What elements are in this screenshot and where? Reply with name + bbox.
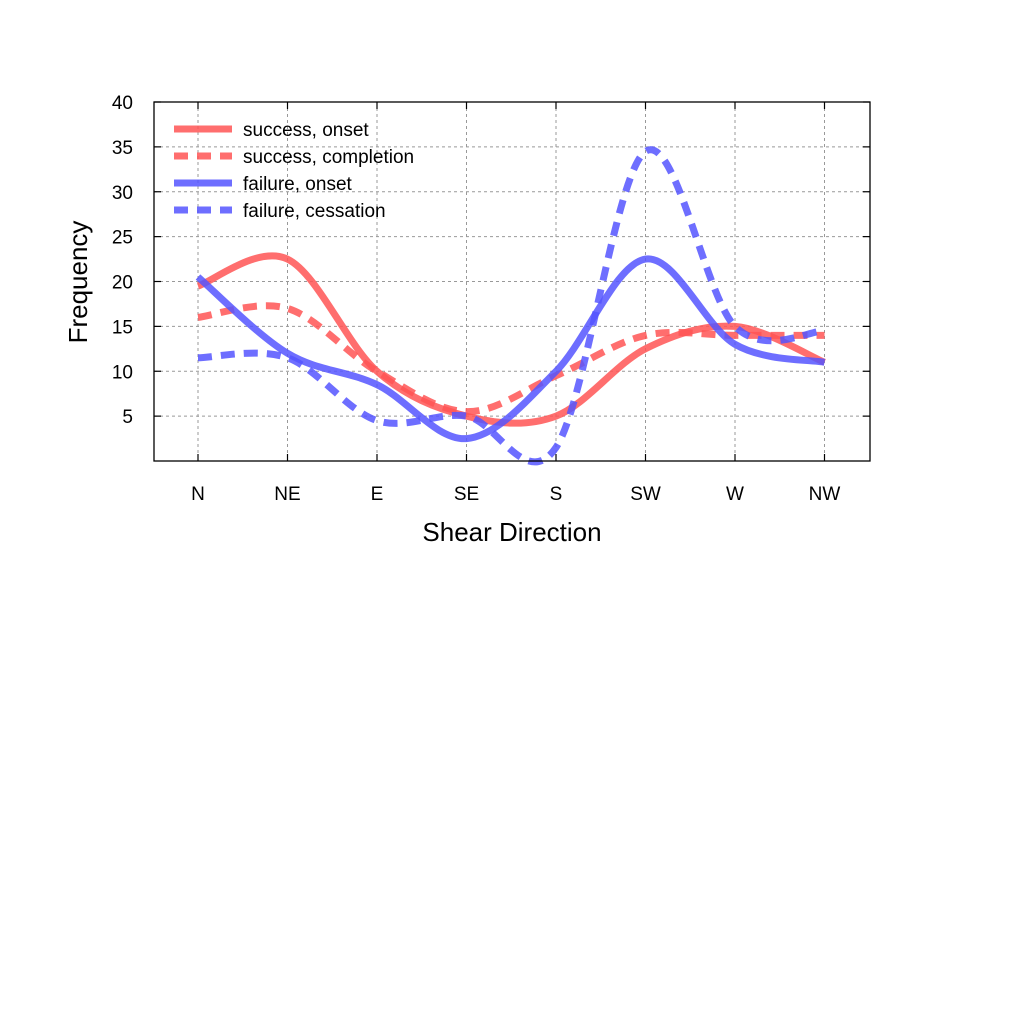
- x-tick-label: NW: [809, 484, 841, 505]
- x-tick-label: NE: [274, 484, 300, 505]
- series-point-failure-onset: [375, 382, 380, 387]
- series-point-success-onset: [554, 414, 559, 419]
- series-point-failure-onset: [285, 351, 290, 356]
- series-point-success-completion: [643, 333, 648, 338]
- y-tick-label: 40: [112, 93, 133, 114]
- ticks: 5 10 15 20 25 30 35 40 N NE E SE S SW W NW: [112, 93, 870, 505]
- x-tick-label: SE: [454, 484, 479, 505]
- y-tick-label: 20: [112, 273, 133, 294]
- y-tick-label: 5: [122, 407, 133, 428]
- y-tick-label: 15: [112, 317, 133, 338]
- series-line-failure-cessation: [197, 146, 825, 466]
- series-point-failure-cessation: [285, 355, 290, 360]
- x-tick-label: N: [191, 484, 205, 505]
- legend-label-success-completion: success, completion: [243, 147, 414, 168]
- series-point-failure-onset: [464, 436, 469, 441]
- legend-label-failure-onset: failure, onset: [243, 174, 353, 195]
- series-layer: [195, 146, 827, 466]
- series-point-failure-cessation: [375, 418, 380, 423]
- legend: success, onset success, completion failure…: [174, 120, 414, 222]
- series-line-failure-onset: [195, 255, 826, 443]
- series-point-failure-cessation: [464, 414, 469, 419]
- x-tick-label: S: [550, 484, 563, 505]
- x-tick-label: E: [371, 484, 384, 505]
- series-point-failure-cessation: [822, 328, 827, 333]
- series-point-success-completion: [733, 333, 738, 338]
- series-point-failure-onset: [733, 342, 738, 347]
- series-point-failure-onset: [196, 275, 201, 280]
- series-point-failure-cessation: [643, 149, 648, 154]
- series-point-failure-cessation: [554, 445, 559, 450]
- plot-frame: [153, 101, 871, 462]
- series-point-failure-cessation: [196, 355, 201, 360]
- series-point-success-onset: [285, 257, 290, 262]
- series-point-success-onset: [643, 346, 648, 351]
- y-tick-label: 35: [112, 138, 133, 159]
- legend-label-success-onset: success, onset: [243, 120, 369, 141]
- legend-label-failure-cessation: failure, cessation: [243, 201, 386, 222]
- y-axis-title: Frequency: [63, 221, 93, 344]
- series-point-failure-cessation: [733, 324, 738, 329]
- series-point-failure-onset: [822, 360, 827, 365]
- series-point-success-completion: [196, 315, 201, 320]
- series-point-failure-onset: [554, 369, 559, 374]
- y-tick-label: 10: [112, 362, 133, 383]
- y-tick-label: 30: [112, 183, 133, 204]
- y-tick-label: 25: [112, 228, 133, 249]
- series-point-success-completion: [822, 333, 827, 338]
- series-point-failure-onset: [643, 257, 648, 262]
- x-axis-title: Shear Direction: [422, 517, 601, 547]
- series-point-success-onset: [196, 283, 201, 288]
- series-point-success-completion: [375, 369, 380, 374]
- series-point-success-completion: [285, 306, 290, 311]
- series-line-success-completion: [197, 302, 825, 416]
- x-tick-label: W: [726, 484, 744, 505]
- x-tick-label: SW: [630, 484, 661, 505]
